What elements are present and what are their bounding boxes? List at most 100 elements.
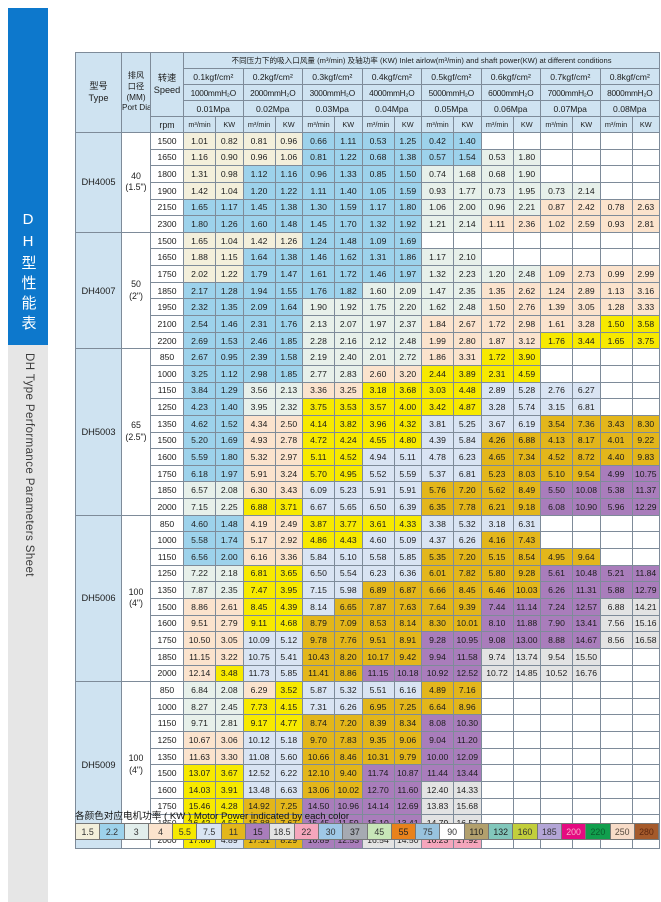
data-cell: 0.42 [421,132,454,150]
data-cell: 5.59 [393,464,422,483]
data-cell: 4.37 [421,531,454,550]
data-cell: 1.31 [361,248,395,267]
table-row: 1750 6.18 1.97 5.91 3.24 5.70 4.95 5.52 5.59 5.37… [76,464,661,483]
data-cell [480,681,514,699]
data-cell: 1.59 [393,181,422,200]
speed-cell: 850 [150,348,184,366]
data-cell [540,697,573,716]
data-cell: 3.03 [421,381,454,400]
data-cell: 7.15 [183,498,216,516]
legend-swatch: 22 [294,823,319,840]
data-cell: 2.36 [512,215,541,233]
header-power-unit: KW [215,116,244,133]
data-cell: 10.08 [572,481,601,500]
data-cell [631,780,661,799]
data-cell: 8.45 [453,581,482,599]
data-cell: 6.18 [183,464,216,483]
data-cell: 3.95 [274,581,303,599]
data-cell [631,731,661,749]
data-cell [512,248,541,267]
data-cell: 7.36 [572,414,601,433]
speed-cell: 1350 [150,581,184,599]
data-cell: 6.19 [512,414,541,433]
data-cell: 10.30 [453,714,482,733]
data-cell: 1.76 [540,331,573,350]
data-cell: 1.09 [540,265,573,283]
data-cell: 6.95 [361,697,395,716]
data-cell: 3.15 [540,398,573,416]
data-cell: 4.95 [540,548,573,566]
speed-cell: 1750 [150,265,184,283]
data-cell [631,364,661,383]
data-cell: 3.61 [361,514,395,533]
data-cell: 1.48 [274,215,303,233]
header-kgf: 0.3kgf/cm² [302,68,363,85]
data-cell [540,231,573,250]
legend-swatches: 1.5 2.2 3 4 5.5 7.5 11 15 18.5 22 30 37 45 55 75 90 110 1… [75,823,660,840]
data-cell: 5.91 [361,481,395,500]
data-cell: 5.23 [480,464,514,483]
table-row: 1350 11.63 3.30 11.08 5.60 10.66 8.46 10.31 9.79… [76,747,661,766]
data-cell: 9.39 [453,597,482,616]
data-cell [572,348,601,366]
legend-swatch: 7.5 [197,823,222,840]
data-cell: 1.94 [242,281,276,300]
data-cell: 0.74 [421,165,454,183]
data-cell: 1.22 [334,148,363,167]
data-cell: 6.23 [453,448,482,466]
data-cell: 10.17 [361,647,395,666]
data-cell: 8.49 [512,481,541,500]
data-cell: 6.88 [512,431,541,450]
data-cell: 3.05 [572,298,601,317]
data-cell: 8.79 [302,614,335,633]
data-cell: 8.88 [540,631,573,649]
data-cell: 5.17 [242,531,276,550]
data-cell: 8.14 [393,614,422,633]
data-cell: 7.78 [453,498,482,516]
data-cell: 0.66 [302,132,335,150]
data-cell: 4.87 [453,398,482,416]
data-cell: 2.44 [421,364,454,383]
legend-swatch: 110 [464,823,490,840]
data-cell: 5.32 [334,681,363,699]
data-cell: 0.53 [361,132,395,150]
data-cell: 1.35 [480,281,514,300]
data-cell: 11.60 [393,780,422,799]
data-cell: 2.14 [453,215,482,233]
data-cell: 1.80 [393,198,422,217]
data-cell: 6.63 [274,780,303,799]
data-cell [631,714,661,733]
data-cell: 8.53 [361,614,395,633]
data-cell: 6.01 [421,564,454,583]
data-cell: 2.16 [334,331,363,350]
data-cell: 9.71 [183,714,216,733]
data-cell: 1.92 [334,298,363,317]
table-row: 1350 7.87 2.35 7.47 3.95 7.15 5.98 6.89 6.87 6.66… [76,581,661,599]
data-cell: 3.30 [215,747,244,766]
header-kgf: 0.8kgf/cm² [599,68,661,85]
header-power-unit: KW [631,116,661,133]
data-cell: 6.64 [421,697,454,716]
speed-cell: 1150 [150,714,184,733]
data-cell: 7.83 [334,731,363,749]
data-cell: 1.61 [302,265,335,283]
data-cell: 10.96 [334,797,363,816]
data-cell: 2.67 [183,348,216,366]
data-cell: 3.52 [274,681,303,699]
data-cell: 2.37 [393,315,422,333]
data-cell: 2.48 [453,298,482,317]
data-cell: 13.48 [242,780,276,799]
model-cell: DH4007 [75,231,122,350]
legend-swatch: 280 [634,823,660,840]
data-cell [480,714,514,733]
header-power-unit: KW [334,116,363,133]
header-flow-unit: m³/min [361,116,395,133]
data-cell: 1.22 [215,265,244,283]
legend-swatch: 75 [416,823,441,840]
data-cell: 1.06 [421,198,454,217]
data-cell: 0.96 [274,132,303,150]
model-cell: DH5006 [75,514,122,683]
data-cell [540,348,573,366]
data-cell: 1.97 [393,265,422,283]
data-cell: 5.85 [274,664,303,683]
